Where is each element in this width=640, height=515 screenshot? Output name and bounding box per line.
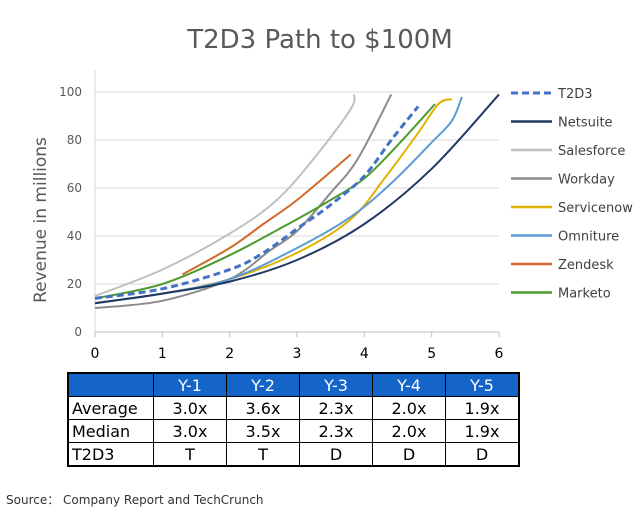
series-line-workday bbox=[94, 93, 393, 309]
line-chart: 0 20 40 60 80 100 0 1 2 3 4 5 6 Revenue in millions T2… bbox=[31, 70, 633, 362]
legend-label: Marketo bbox=[558, 287, 611, 302]
x-tick-label: 5 bbox=[427, 346, 436, 362]
series-line-netsuite bbox=[94, 93, 500, 305]
column-header: Y-2 bbox=[226, 372, 300, 397]
legend-label: Servicenow bbox=[558, 201, 633, 216]
table-cell: 1.9x bbox=[445, 419, 520, 443]
legend-label: Omniture bbox=[558, 230, 619, 245]
table-cell: 3.5x bbox=[226, 419, 300, 443]
y-tick-label: 60 bbox=[67, 181, 82, 195]
column-header: Y-1 bbox=[153, 372, 227, 397]
table-cell: T bbox=[226, 442, 300, 467]
column-header: Y-5 bbox=[445, 372, 520, 397]
table-cell: 2.0x bbox=[372, 396, 446, 420]
chart-title: T2D3 Path to $100M bbox=[187, 25, 453, 55]
series-line-zendesk bbox=[182, 153, 352, 276]
table-cell: 2.0x bbox=[372, 419, 446, 443]
table-cell: 2.3x bbox=[299, 396, 373, 420]
table-cell: T bbox=[153, 442, 227, 467]
x-tick-label: 4 bbox=[360, 346, 369, 362]
column-header: Y-3 bbox=[299, 372, 373, 397]
table-cell: 3.0x bbox=[153, 396, 227, 420]
table-cell: 1.9x bbox=[445, 396, 520, 420]
table-cell: D bbox=[299, 442, 373, 467]
row-label: Average bbox=[67, 396, 154, 420]
series-line-marketo bbox=[94, 103, 436, 300]
series-line-t2d3 bbox=[94, 105, 420, 300]
legend-label: Salesforce bbox=[558, 144, 625, 159]
legend-label: Zendesk bbox=[558, 258, 614, 273]
table-cell: D bbox=[445, 442, 520, 467]
table-row: Median 3.0x 3.5x 2.3x 2.0x 1.9x bbox=[67, 419, 520, 443]
table-cell: D bbox=[372, 442, 446, 467]
column-header bbox=[67, 372, 154, 397]
table-header-row: Y-1 Y-2 Y-3 Y-4 Y-5 bbox=[67, 372, 520, 397]
y-axis-label: Revenue in millions bbox=[31, 137, 51, 303]
series-line-salesforce bbox=[94, 94, 356, 297]
y-tick-label: 80 bbox=[67, 133, 82, 147]
table-cell: 2.3x bbox=[299, 419, 373, 443]
x-tick-label: 1 bbox=[158, 346, 167, 362]
table-cell: 3.6x bbox=[226, 396, 300, 420]
row-label: Median bbox=[67, 419, 154, 443]
row-label: T2D3 bbox=[67, 442, 154, 467]
y-tick-label: 40 bbox=[67, 229, 82, 243]
y-tick-label: 100 bbox=[59, 85, 82, 99]
y-tick-label: 20 bbox=[67, 277, 82, 291]
legend-label: Netsuite bbox=[558, 116, 613, 131]
column-header: Y-4 bbox=[372, 372, 446, 397]
x-tick-label: 6 bbox=[495, 346, 504, 362]
table-cell: 3.0x bbox=[153, 419, 227, 443]
legend-label: Workday bbox=[558, 173, 615, 188]
series-line-omniture bbox=[94, 96, 463, 305]
x-tick-label: 0 bbox=[91, 346, 100, 362]
table-row: Average 3.0x 3.6x 2.3x 2.0x 1.9x bbox=[67, 396, 520, 420]
legend-label: T2D3 bbox=[557, 87, 593, 102]
table-row: T2D3 T T D D D bbox=[67, 442, 520, 467]
x-tick-label: 2 bbox=[225, 346, 234, 362]
series-line-servicenow bbox=[94, 98, 453, 305]
source-note: Source： Company Report and TechCrunch bbox=[6, 493, 264, 507]
x-tick-label: 3 bbox=[293, 346, 302, 362]
y-tick-label: 0 bbox=[74, 325, 82, 339]
growth-table: Y-1 Y-2 Y-3 Y-4 Y-5 Average 3.0x 3.6x 2.3x 2.0x 1.… bbox=[67, 372, 520, 467]
